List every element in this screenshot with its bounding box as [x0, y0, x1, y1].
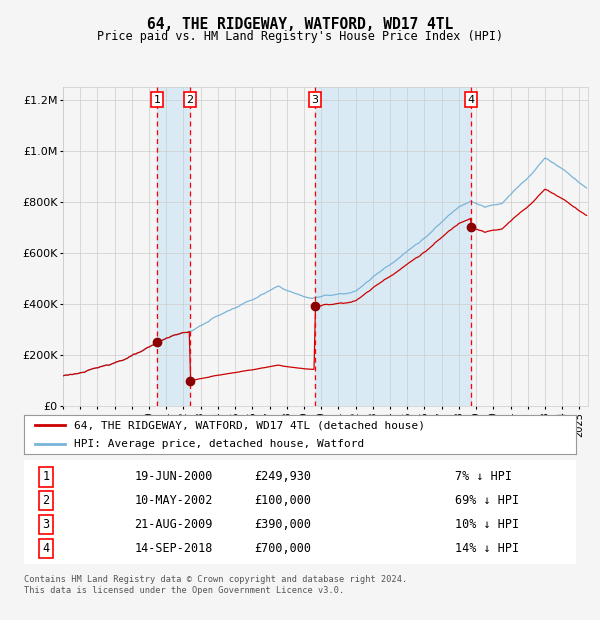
Bar: [157, 87, 190, 406]
Text: 7% ↓ HPI: 7% ↓ HPI: [455, 470, 512, 483]
Text: £700,000: £700,000: [254, 542, 311, 555]
Text: 3: 3: [43, 518, 50, 531]
Text: 1: 1: [43, 470, 50, 483]
Text: 21-AUG-2009: 21-AUG-2009: [134, 518, 213, 531]
Text: HPI: Average price, detached house, Watford: HPI: Average price, detached house, Watf…: [74, 439, 364, 450]
Text: 64, THE RIDGEWAY, WATFORD, WD17 4TL: 64, THE RIDGEWAY, WATFORD, WD17 4TL: [147, 17, 453, 32]
Text: 2: 2: [186, 95, 193, 105]
Text: 10-MAY-2002: 10-MAY-2002: [134, 494, 213, 507]
Text: 10% ↓ HPI: 10% ↓ HPI: [455, 518, 518, 531]
Text: 3: 3: [311, 95, 319, 105]
Text: 2: 2: [43, 494, 50, 507]
Text: 14% ↓ HPI: 14% ↓ HPI: [455, 542, 518, 555]
Text: £249,930: £249,930: [254, 470, 311, 483]
Text: 19-JUN-2000: 19-JUN-2000: [134, 470, 213, 483]
Text: 69% ↓ HPI: 69% ↓ HPI: [455, 494, 518, 507]
Bar: [315, 87, 471, 406]
Text: 4: 4: [467, 95, 475, 105]
Text: 4: 4: [43, 542, 50, 555]
Text: Price paid vs. HM Land Registry's House Price Index (HPI): Price paid vs. HM Land Registry's House …: [97, 30, 503, 43]
Text: 14-SEP-2018: 14-SEP-2018: [134, 542, 213, 555]
Text: 64, THE RIDGEWAY, WATFORD, WD17 4TL (detached house): 64, THE RIDGEWAY, WATFORD, WD17 4TL (det…: [74, 420, 425, 430]
Text: £100,000: £100,000: [254, 494, 311, 507]
Text: £390,000: £390,000: [254, 518, 311, 531]
Text: Contains HM Land Registry data © Crown copyright and database right 2024.
This d: Contains HM Land Registry data © Crown c…: [24, 575, 407, 595]
Text: 1: 1: [154, 95, 160, 105]
